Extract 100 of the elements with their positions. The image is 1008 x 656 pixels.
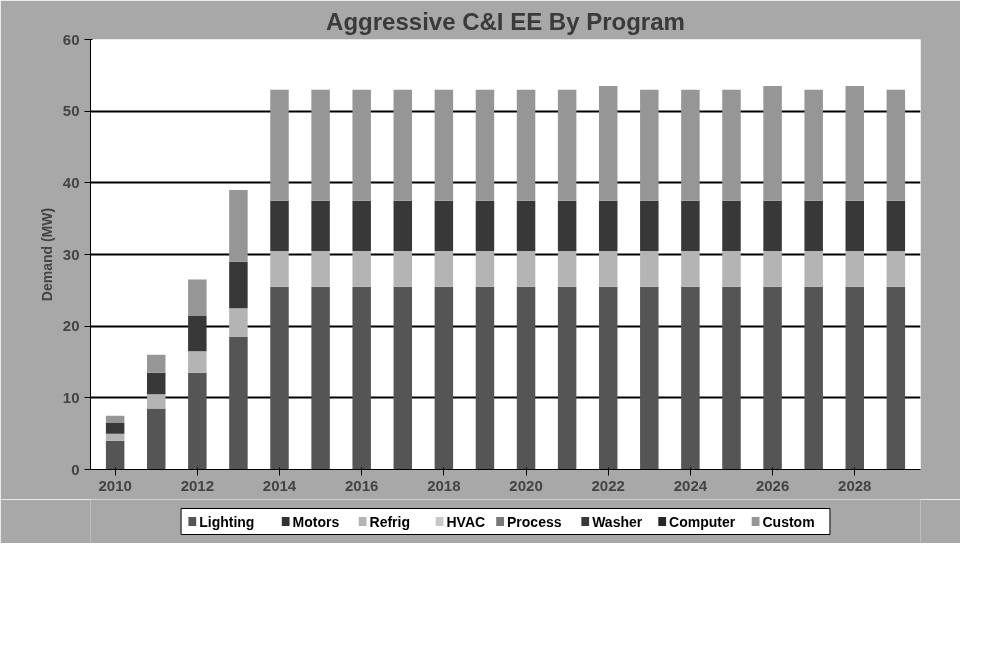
bar: [804, 200, 823, 251]
y-tick-label: 0: [71, 460, 80, 478]
bar: [804, 250, 823, 287]
bar: [229, 190, 248, 262]
legend-label: Motors: [292, 513, 340, 530]
y-tick-label: 10: [62, 388, 80, 406]
bar: [886, 200, 906, 251]
bar: [229, 308, 248, 337]
x-tick-label: 2016: [345, 476, 379, 494]
legend-label: Refrig: [369, 513, 410, 530]
bar: [763, 250, 782, 287]
x-tick-label: 2010: [98, 476, 132, 494]
bar: [105, 440, 125, 470]
bar: [557, 250, 577, 287]
bar: [393, 286, 413, 470]
bar: [475, 89, 495, 201]
bar: [722, 286, 741, 470]
bar: [311, 200, 330, 251]
bar: [845, 286, 864, 470]
bar: [763, 86, 782, 201]
bar: [434, 89, 454, 201]
bar: [393, 250, 413, 287]
bar: [886, 250, 906, 287]
bar: [147, 394, 166, 409]
bar: [188, 372, 207, 470]
y-tick-label: 50: [62, 102, 80, 120]
legend-label: Process: [507, 513, 562, 530]
bar: [434, 286, 454, 470]
x-tick-label: 2022: [591, 476, 625, 494]
bar: [352, 200, 371, 251]
bar: [722, 250, 741, 287]
bar: [886, 286, 906, 470]
bar: [557, 89, 577, 201]
bar: [352, 89, 371, 201]
bar: [804, 286, 823, 470]
bar: [188, 315, 207, 352]
y-tick-label: 60: [62, 30, 80, 48]
bar: [516, 250, 536, 287]
bar: [598, 200, 618, 251]
bar: [270, 89, 289, 201]
bar: [105, 433, 125, 441]
x-tick-label: 2024: [673, 476, 708, 494]
legend-label: Lighting: [199, 513, 255, 530]
bar: [393, 89, 413, 201]
bar: [845, 86, 864, 201]
x-tick-label: 2018: [427, 476, 461, 494]
bar: [475, 286, 495, 470]
bar: [270, 250, 289, 287]
x-tick-label: 2028: [838, 476, 872, 494]
bar: [681, 286, 700, 470]
bar: [598, 86, 618, 201]
bar: [311, 286, 330, 470]
bar: [516, 200, 536, 251]
bar: [147, 372, 166, 395]
bar: [557, 200, 577, 251]
bar: [434, 200, 454, 251]
y-tick-label: 40: [62, 173, 80, 191]
bar: [475, 250, 495, 287]
bar: [722, 200, 741, 251]
bar: [270, 200, 289, 251]
bar: [722, 89, 741, 201]
bar: [681, 200, 700, 251]
x-tick-label: 2026: [755, 476, 790, 494]
bar: [557, 286, 577, 470]
y-tick-label: 30: [62, 245, 80, 263]
bar: [516, 89, 536, 201]
bar: [229, 261, 248, 309]
bar: [845, 250, 864, 287]
bar: [147, 408, 166, 470]
legend-label: Computer: [669, 513, 736, 530]
x-tick-label: 2020: [509, 476, 543, 494]
legend-label: HVAC: [446, 513, 486, 530]
bar: [804, 89, 823, 201]
bar: [393, 200, 413, 251]
bar: [188, 279, 207, 316]
y-tick-label: 20: [62, 317, 80, 335]
bar: [640, 89, 659, 201]
bar: [311, 250, 330, 287]
bar: [147, 354, 166, 373]
bar: [763, 200, 782, 251]
bar: [311, 89, 330, 201]
bar: [845, 200, 864, 251]
bar: [352, 286, 371, 470]
bar: [763, 286, 782, 470]
bar: [886, 89, 906, 201]
x-tick-label: 2012: [180, 476, 215, 494]
bar: [270, 286, 289, 470]
bar: [598, 286, 618, 470]
bar: [640, 200, 659, 251]
chart-title: Aggressive C&I EE By Program: [326, 7, 685, 35]
bar: [229, 336, 248, 470]
legend-label: Custom: [762, 513, 815, 530]
bar: [681, 89, 700, 201]
bar: [188, 351, 207, 373]
bar: [105, 422, 125, 434]
bar: [105, 415, 125, 423]
legend-label: Washer: [592, 513, 643, 530]
x-tick-label: 2014: [262, 476, 297, 494]
bar: [640, 250, 659, 287]
bar: [434, 250, 454, 287]
